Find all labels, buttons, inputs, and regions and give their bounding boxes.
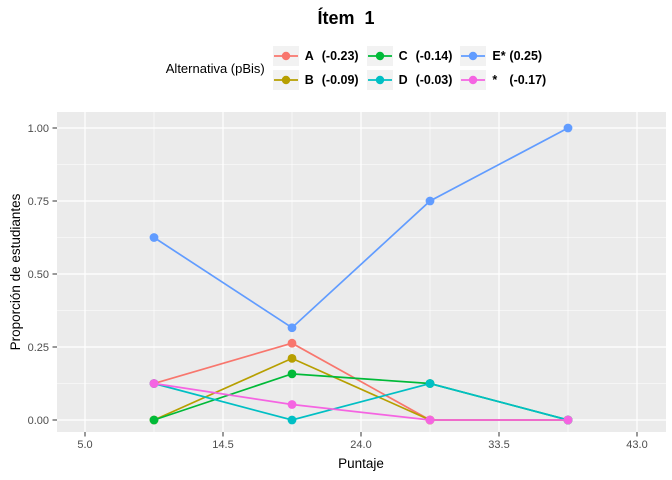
- plot-title: Ítem 1: [317, 8, 375, 28]
- data-point-Estar: [149, 233, 159, 242]
- data-point-A: [287, 338, 297, 348]
- legend-key-swatch: [272, 46, 299, 66]
- legend-label: E* (0.25): [492, 49, 543, 63]
- y-tick-label: 0.75: [28, 196, 49, 208]
- legend-entry-B: B (-0.09): [272, 70, 359, 90]
- legend-entry-star: * (-0.17): [460, 70, 546, 90]
- legend-label: B (-0.09): [304, 73, 359, 87]
- legend-key-swatch: [366, 70, 393, 90]
- data-point-Estar: [287, 323, 297, 333]
- data-point-C: [287, 369, 297, 379]
- legend-label: D (-0.03): [398, 73, 453, 87]
- series-layer: [149, 123, 573, 425]
- y-tick-label: 0.00: [28, 415, 49, 427]
- legend-entries: A (-0.23) B (-0.09) C (-0.14) D (-0.03) E* (0.25)…: [272, 46, 546, 90]
- legend-key-swatch: [460, 46, 487, 66]
- data-point-D: [425, 379, 435, 388]
- data-point-C: [149, 415, 159, 425]
- legend-entry-D: D (-0.03): [366, 70, 453, 90]
- axis-layer: 5.0 14.5 24.0 33.5 43.0 0.00 0.25 0.50 0.75 1.00: [28, 123, 648, 451]
- data-point-Estar: [563, 123, 573, 133]
- data-point-star: [287, 400, 297, 409]
- data-point-star: [149, 379, 159, 388]
- legend: Alternativa (pBis) A (-0.23) B (-0.09) C (-0.…: [20, 46, 672, 90]
- data-point-D: [287, 415, 297, 425]
- data-point-star: [563, 415, 573, 425]
- legend-key-swatch: [460, 70, 487, 90]
- legend-entry-C: C (-0.14): [366, 46, 453, 66]
- data-point-Estar: [425, 196, 435, 206]
- legend-entry-Estar: E* (0.25): [460, 46, 546, 66]
- legend-label: C (-0.14): [398, 49, 453, 63]
- x-axis-title: Puntaje: [338, 456, 384, 471]
- y-tick-label: 1.00: [28, 123, 49, 135]
- legend-key-swatch: [272, 70, 299, 90]
- x-tick-label: 14.5: [212, 439, 233, 451]
- x-tick-label: 5.0: [77, 439, 92, 451]
- legend-label: * (-0.17): [492, 73, 547, 87]
- y-tick-label: 0.25: [28, 342, 49, 354]
- series-line-Estar: [153, 127, 569, 329]
- series-line-star: [153, 382, 568, 421]
- x-tick-label: 43.0: [626, 439, 647, 451]
- y-axis-title: Proporción de estudiantes: [8, 193, 23, 350]
- x-tick-label: 24.0: [350, 439, 371, 451]
- legend-entry-A: A (-0.23): [272, 46, 359, 66]
- y-tick-label: 0.50: [28, 269, 49, 281]
- legend-title: Alternativa (pBis): [165, 60, 265, 76]
- data-point-star: [425, 415, 435, 425]
- series-line-D: [153, 382, 569, 421]
- data-point-B: [287, 353, 297, 363]
- legend-key-swatch: [366, 46, 393, 66]
- legend-label: A (-0.23): [304, 49, 359, 63]
- x-tick-label: 33.5: [488, 439, 509, 451]
